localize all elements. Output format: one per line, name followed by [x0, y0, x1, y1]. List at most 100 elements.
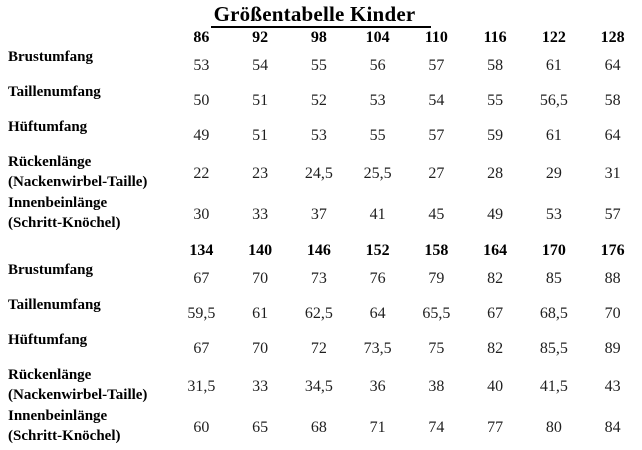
- measurement-value: 88: [604, 269, 621, 287]
- measurement-label: Innenbeinlänge (Schritt-Knöchel): [8, 195, 121, 231]
- measurement-value: 57: [604, 205, 621, 223]
- size-table: 86 92 98 104 110 116 122 128 Brustumfang 53 54 55 56…: [0, 28, 642, 448]
- page-title: Größentabelle Kinder: [210, 2, 432, 28]
- size-column-header: 122: [541, 29, 566, 46]
- measurement-label: Rückenlänge (Nackenwirbel-Taille): [8, 154, 148, 190]
- measurement-value: 80: [545, 418, 562, 436]
- measurement-value: 53: [545, 205, 562, 223]
- size-header-empty-cell: [0, 241, 172, 261]
- measurement-value: 55: [369, 126, 386, 144]
- measurement-value: 25,5: [363, 164, 392, 182]
- measurement-value: 22: [193, 164, 210, 182]
- measurement-label: Brustumfang: [8, 262, 94, 278]
- measurement-value: 79: [428, 269, 445, 287]
- measurement-value: 41,5: [539, 377, 568, 395]
- measurement-label: Hüftumfang: [8, 332, 88, 348]
- measurement-value: 49: [487, 205, 504, 223]
- size-column-header: 116: [483, 29, 507, 46]
- measurement-value: 74: [428, 418, 445, 436]
- measurement-row: Brustumfang 67 70 73 76 79 82 85 88: [0, 261, 642, 296]
- size-column-header: 146: [306, 242, 331, 259]
- measurement-value: 52: [310, 91, 327, 109]
- measurement-value: 76: [369, 269, 386, 287]
- measurement-value: 70: [252, 339, 269, 357]
- size-column-header: 98: [310, 29, 327, 46]
- measurement-value: 61: [545, 126, 562, 144]
- measurement-value: 56,5: [539, 91, 568, 109]
- measurement-row: Taillenumfang 59,5 61 62,5 64 65,5 67 68,5 70: [0, 296, 642, 331]
- measurement-value: 45: [428, 205, 445, 223]
- measurement-row: Rückenlänge (Nackenwirbel-Taille) 31,5 33 34…: [0, 366, 642, 407]
- measurement-value: 29: [545, 164, 562, 182]
- measurement-value: 28: [487, 164, 504, 182]
- measurement-row: Rückenlänge (Nackenwirbel-Taille) 22 23 24,5…: [0, 153, 642, 194]
- measurement-value: 40: [487, 377, 504, 395]
- measurement-value: 23: [252, 164, 269, 182]
- measurement-value: 53: [310, 126, 327, 144]
- measurement-value: 82: [487, 339, 504, 357]
- measurement-value: 24,5: [304, 164, 333, 182]
- size-column-header: 104: [365, 29, 390, 46]
- measurement-label: Taillenumfang: [8, 84, 101, 100]
- measurement-value: 89: [604, 339, 621, 357]
- measurement-value: 41: [369, 205, 386, 223]
- measurement-value: 59,5: [187, 304, 216, 322]
- measurement-value: 53: [369, 91, 386, 109]
- measurement-value: 34,5: [304, 377, 333, 395]
- size-column-header: 152: [365, 242, 390, 259]
- size-column-header: 170: [541, 242, 566, 259]
- measurement-value: 85,5: [539, 339, 568, 357]
- measurement-value: 70: [604, 304, 621, 322]
- measurement-row: Innenbeinlänge (Schritt-Knöchel) 60 65 68 71 7…: [0, 407, 642, 448]
- measurement-label: Rückenlänge (Nackenwirbel-Taille): [8, 367, 148, 403]
- measurement-value: 71: [369, 418, 386, 436]
- measurement-value: 60: [193, 418, 210, 436]
- measurement-value: 59: [487, 126, 504, 144]
- measurement-value: 33: [252, 377, 269, 395]
- size-header-row: 134 140 146 152 158 164 170 176: [0, 241, 642, 261]
- measurement-value: 73: [310, 269, 327, 287]
- measurement-value: 62,5: [304, 304, 333, 322]
- measurement-label: Hüftumfang: [8, 119, 88, 135]
- measurement-value: 82: [487, 269, 504, 287]
- size-column-header: 140: [248, 242, 273, 259]
- measurement-value: 57: [428, 126, 445, 144]
- measurement-label: Taillenumfang: [8, 297, 101, 313]
- measurement-value: 36: [369, 377, 386, 395]
- measurement-value: 55: [487, 91, 504, 109]
- measurement-value: 84: [604, 418, 621, 436]
- measurement-row: Innenbeinlänge (Schritt-Knöchel) 30 33 37 41 4…: [0, 194, 642, 235]
- measurement-value: 67: [193, 339, 210, 357]
- measurement-value: 70: [252, 269, 269, 287]
- measurement-value: 67: [193, 269, 210, 287]
- measurement-value: 30: [193, 205, 210, 223]
- size-column-header: 128: [600, 29, 625, 46]
- measurement-value: 64: [369, 304, 386, 322]
- measurement-value: 58: [604, 91, 621, 109]
- measurement-row: Brustumfang 53 54 55 56 57 58 61 64: [0, 48, 642, 83]
- measurement-value: 37: [310, 205, 327, 223]
- measurement-row: Taillenumfang 50 51 52 53 54 55 56,5 58: [0, 83, 642, 118]
- measurement-value: 57: [428, 56, 445, 74]
- measurement-value: 65,5: [422, 304, 451, 322]
- measurement-value: 75: [428, 339, 445, 357]
- measurement-value: 38: [428, 377, 445, 395]
- measurement-value: 68: [310, 418, 327, 436]
- measurement-value: 49: [193, 126, 210, 144]
- size-column-header: 86: [193, 29, 210, 46]
- measurement-value: 53: [193, 56, 210, 74]
- measurement-value: 27: [428, 164, 445, 182]
- measurement-value: 56: [369, 56, 386, 74]
- measurement-value: 77: [487, 418, 504, 436]
- measurement-value: 85: [545, 269, 562, 287]
- size-column-header: 158: [424, 242, 449, 259]
- measurement-value: 54: [428, 91, 445, 109]
- size-column-header: 134: [189, 242, 214, 259]
- measurement-value: 61: [252, 304, 269, 322]
- size-header-row: 86 92 98 104 110 116 122 128: [0, 28, 642, 48]
- measurement-value: 43: [604, 377, 621, 395]
- size-column-header: 176: [600, 242, 625, 259]
- measurement-value: 65: [252, 418, 269, 436]
- measurement-value: 68,5: [539, 304, 568, 322]
